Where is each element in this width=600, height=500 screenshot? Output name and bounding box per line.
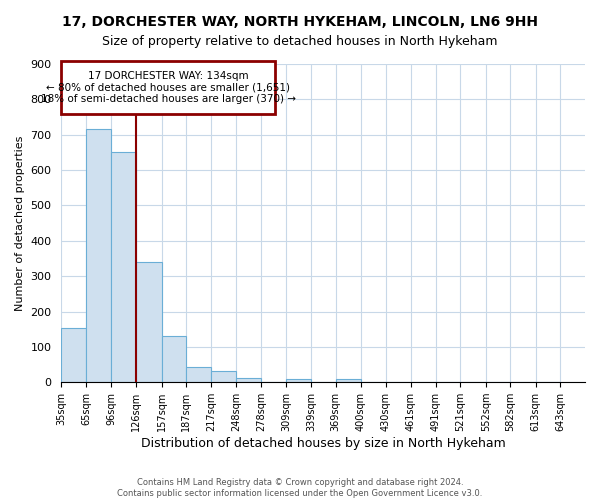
FancyBboxPatch shape bbox=[61, 61, 275, 114]
X-axis label: Distribution of detached houses by size in North Hykeham: Distribution of detached houses by size … bbox=[141, 437, 506, 450]
Bar bbox=[286, 380, 311, 382]
Y-axis label: Number of detached properties: Number of detached properties bbox=[15, 136, 25, 311]
Bar bbox=[211, 371, 236, 382]
Bar bbox=[335, 380, 361, 382]
Text: 17 DORCHESTER WAY: 134sqm
← 80% of detached houses are smaller (1,651)
18% of se: 17 DORCHESTER WAY: 134sqm ← 80% of detac… bbox=[41, 71, 296, 104]
Bar bbox=[236, 378, 261, 382]
Text: Size of property relative to detached houses in North Hykeham: Size of property relative to detached ho… bbox=[102, 35, 498, 48]
Bar bbox=[86, 130, 112, 382]
Bar bbox=[161, 336, 186, 382]
Text: 17, DORCHESTER WAY, NORTH HYKEHAM, LINCOLN, LN6 9HH: 17, DORCHESTER WAY, NORTH HYKEHAM, LINCO… bbox=[62, 15, 538, 29]
Bar bbox=[136, 262, 161, 382]
Text: Contains HM Land Registry data © Crown copyright and database right 2024.
Contai: Contains HM Land Registry data © Crown c… bbox=[118, 478, 482, 498]
Bar bbox=[112, 152, 136, 382]
Bar bbox=[61, 328, 86, 382]
Bar bbox=[186, 368, 211, 382]
